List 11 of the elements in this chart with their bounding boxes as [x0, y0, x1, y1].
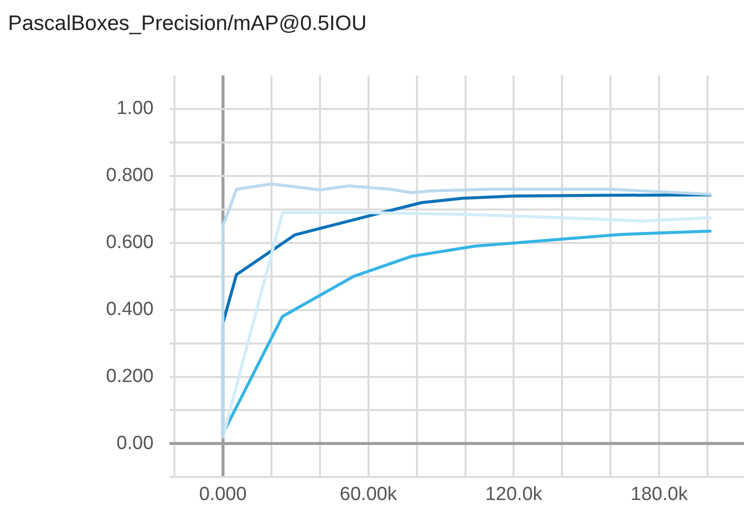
y-tick-label: 0.400	[106, 299, 154, 320]
y-tick-label: 0.800	[106, 165, 154, 186]
x-tick-label: 120.0k	[485, 484, 543, 505]
y-tick-label: 1.00	[116, 98, 154, 120]
y-tick-label: 0.00	[116, 432, 154, 454]
x-tick-label: 0.000	[199, 484, 247, 505]
chart-title: PascalBoxes_Precision/mAP@0.5IOU	[8, 12, 367, 36]
x-tick-label: 60.00k	[340, 484, 398, 505]
y-tick-label: 0.200	[106, 366, 154, 387]
x-tick-label: 180.0k	[630, 484, 688, 505]
y-tick-label: 0.600	[106, 232, 154, 254]
